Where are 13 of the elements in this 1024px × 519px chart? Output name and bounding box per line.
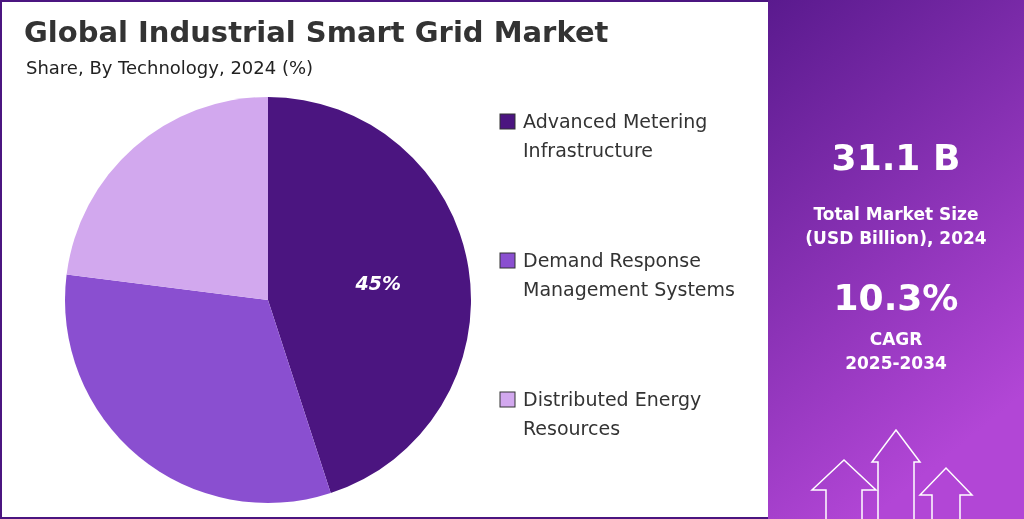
pie-slice [65,274,331,503]
data-label: 45% [354,271,402,294]
legend-label: Advanced Metering Infrastructure [523,110,708,161]
legend-label: Demand Response Management Systems [523,249,735,300]
legend-label: Distributed Energy Resources [523,388,702,439]
chart-title: Global Industrial Smart Grid Market [24,15,609,49]
pie-slice [268,97,471,494]
text: Total Market Size (USD Billion), 2024 [805,204,987,248]
text: CAGR 2025-2034 [845,329,948,373]
chart-subtitle: Share, By Technology, 2024 (%) [26,57,314,78]
text: 10.3% [833,277,959,318]
text: 31.1 B [831,137,961,178]
pie-slice [66,97,268,300]
